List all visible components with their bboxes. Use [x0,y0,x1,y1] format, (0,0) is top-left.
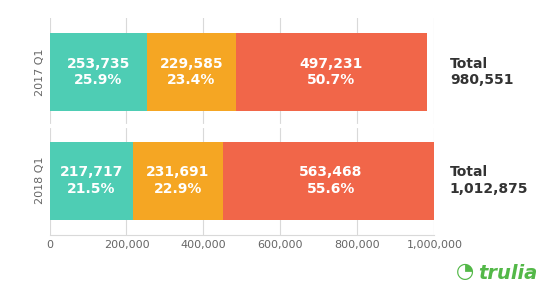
Text: ◔: ◔ [455,262,474,281]
Text: 231,691
22.9%: 231,691 22.9% [146,166,210,196]
Bar [235,33,427,111]
Bar [147,33,235,111]
Bar [223,141,439,220]
Text: 563,468
55.6%: 563,468 55.6% [299,166,362,196]
Bar [50,33,147,111]
Text: Total
1,012,875: Total 1,012,875 [450,166,529,196]
Text: trulia: trulia [478,264,538,283]
Text: 497,231
50.7%: 497,231 50.7% [300,57,363,87]
Text: 217,717
21.5%: 217,717 21.5% [60,166,123,196]
Bar [133,141,223,220]
Bar [50,141,133,220]
Text: Total
980,551: Total 980,551 [450,57,513,87]
Text: 229,585
23.4%: 229,585 23.4% [160,57,223,87]
Text: 253,735
25.9%: 253,735 25.9% [67,57,130,87]
